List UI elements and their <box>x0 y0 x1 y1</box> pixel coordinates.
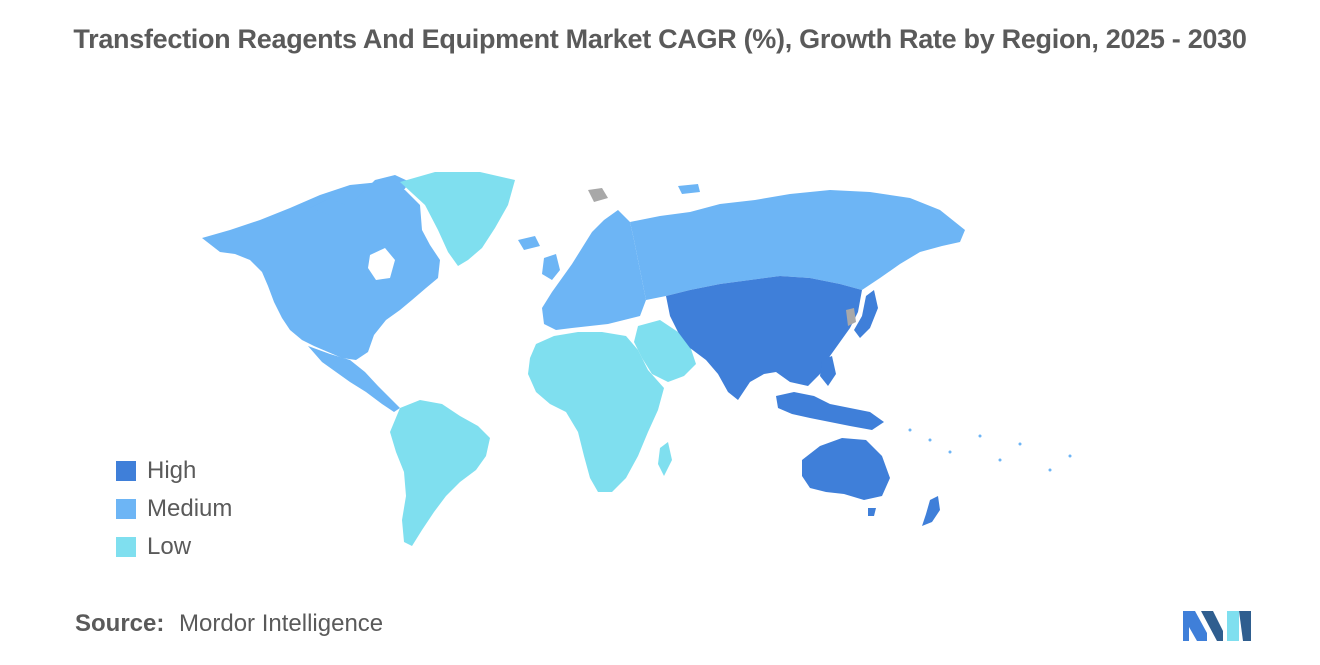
legend: High Medium Low <box>116 452 232 566</box>
region-asia-pacific <box>666 276 862 400</box>
legend-item-low: Low <box>116 528 232 566</box>
region-canadian-arctic <box>310 175 410 215</box>
region-australia <box>802 438 890 500</box>
legend-item-high: High <box>116 452 232 490</box>
region-africa <box>528 332 664 492</box>
region-arctic-islands <box>678 184 700 194</box>
source-label: Source: <box>75 610 165 637</box>
region-europe <box>542 210 646 330</box>
region-russia <box>630 190 965 300</box>
region-hudson-bay <box>368 248 395 280</box>
legend-swatch-medium <box>116 499 136 519</box>
pacific-islands <box>908 428 1072 472</box>
region-greenland <box>400 172 515 266</box>
region-new-zealand <box>922 496 940 526</box>
source-line: Source: Mordor Intelligence <box>75 610 383 638</box>
region-madagascar <box>658 442 672 476</box>
region-svalbard <box>588 188 608 202</box>
region-southeast-asia <box>776 392 884 430</box>
region-korea <box>846 308 856 326</box>
legend-swatch-high <box>116 461 136 481</box>
mordor-intelligence-logo-icon <box>1183 611 1251 641</box>
region-iceland <box>518 236 540 250</box>
region-middle-east <box>634 320 696 382</box>
world-map <box>202 172 1072 546</box>
source-value: Mordor Intelligence <box>179 610 384 637</box>
legend-item-medium: Medium <box>116 490 232 528</box>
legend-label-medium: Medium <box>147 495 233 522</box>
region-uk-ireland <box>542 254 560 280</box>
region-south-america <box>390 400 490 546</box>
legend-label-low: Low <box>147 533 192 560</box>
region-tasmania <box>868 508 876 516</box>
region-japan <box>854 290 878 338</box>
legend-label-high: High <box>147 457 197 484</box>
region-philippines <box>820 356 836 386</box>
chart-title: Transfection Reagents And Equipment Mark… <box>73 24 1247 54</box>
region-north-america <box>202 182 440 360</box>
region-mexico-central-america <box>308 346 400 412</box>
legend-swatch-low <box>116 537 136 557</box>
